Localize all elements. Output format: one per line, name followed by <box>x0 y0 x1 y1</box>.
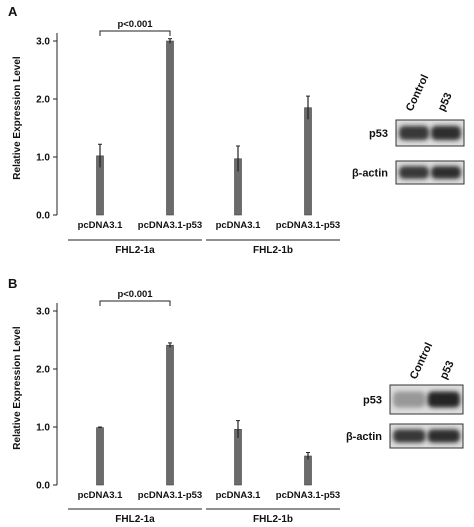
y-tick-label: 0.0 <box>36 481 50 492</box>
y-tick-label: 2.0 <box>36 95 50 106</box>
x-tick-label: pcDNA3.1 <box>216 220 262 231</box>
y-tick-label: 1.0 <box>36 153 50 164</box>
panel-label: B <box>8 276 17 291</box>
blot-band <box>399 125 429 141</box>
x-tick-label: pcDNA3.1-p53 <box>138 220 202 231</box>
group-label: FHL2-1b <box>253 514 293 525</box>
y-tick-label: 3.0 <box>36 37 50 48</box>
blot-band <box>431 166 461 179</box>
x-tick-label: pcDNA3.1 <box>78 220 124 231</box>
chart-panel-B: B 0.0 1.0 2.0 3.0 Relative Expression Level pc… <box>8 276 464 525</box>
group-label: FHL2-1a <box>115 245 155 256</box>
bar-2 <box>166 40 174 216</box>
blot-lane-label: p53 <box>436 91 455 113</box>
blot-row-label: β-actin <box>346 431 382 443</box>
group-label: FHL2-1b <box>253 245 293 256</box>
blot-band <box>427 429 460 443</box>
blot-row-label: p53 <box>369 128 388 140</box>
x-tick-label: pcDNA3.1-p53 <box>138 490 202 501</box>
x-tick-label: pcDNA3.1-p53 <box>276 490 340 501</box>
blot-band <box>399 166 429 179</box>
significance-bracket <box>99 30 171 36</box>
blot-row-label: β-actin <box>352 168 388 180</box>
bar-4 <box>304 455 312 486</box>
blot-lane-label: Control <box>404 73 431 114</box>
bar-2 <box>166 344 174 486</box>
blot-lane-label: Control <box>408 341 435 382</box>
x-tick-label: pcDNA3.1-p53 <box>276 220 340 231</box>
group-label: FHL2-1a <box>115 514 155 525</box>
significance-label: p<0.001 <box>117 19 153 30</box>
blot-band <box>393 429 426 443</box>
blot-row-label: p53 <box>363 395 382 407</box>
y-axis-label: Relative Expression Level <box>12 326 23 450</box>
y-tick-label: 0.0 <box>36 211 50 222</box>
y-tick-label: 2.0 <box>36 365 50 376</box>
blot-band <box>393 391 426 408</box>
y-axis-label: Relative Expression Level <box>12 56 23 180</box>
blot-lane-label: p53 <box>438 359 457 381</box>
blot-band <box>431 125 461 141</box>
x-tick-label: pcDNA3.1 <box>78 490 124 501</box>
significance-label: p<0.001 <box>117 289 153 300</box>
significance-bracket <box>99 300 171 306</box>
chart-panel-A: A 0.0 1.0 2.0 3.0 Relative Expression Level pc… <box>8 4 465 256</box>
panel-label: A <box>8 4 18 19</box>
y-tick-label: 3.0 <box>36 307 50 318</box>
y-tick-label: 1.0 <box>36 423 50 434</box>
blot-band <box>427 391 460 408</box>
x-tick-label: pcDNA3.1 <box>216 490 262 501</box>
bar-1 <box>96 427 104 486</box>
bar-4 <box>304 107 312 216</box>
